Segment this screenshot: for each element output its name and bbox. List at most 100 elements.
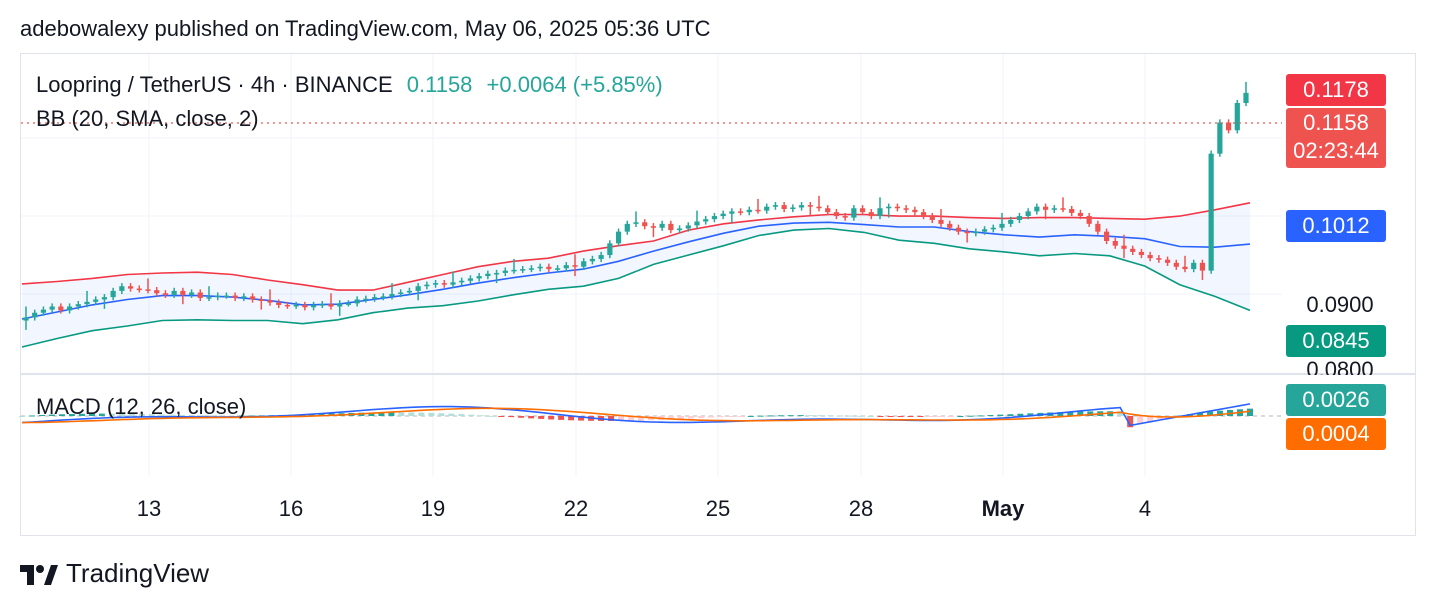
symbol-name: Loopring / TetherUS · 4h · BINANCE	[36, 72, 393, 97]
candle	[249, 293, 256, 303]
candle-body	[1060, 208, 1066, 210]
countdown: 02:23:44	[1293, 138, 1379, 163]
candle-body	[380, 296, 386, 298]
candle	[441, 279, 447, 288]
candle-body	[223, 295, 230, 298]
candle-body	[668, 223, 674, 231]
candle-body	[1051, 208, 1057, 210]
candle	[955, 224, 962, 235]
candle	[215, 292, 221, 301]
tradingview-brand[interactable]: TradingView	[20, 558, 209, 589]
candle-body	[1130, 248, 1136, 252]
candle	[511, 258, 517, 274]
bb-lower-line	[21, 227, 1251, 348]
x-tick-25: 25	[705, 496, 731, 521]
macd-hist-bar	[1207, 411, 1214, 416]
candle	[1121, 234, 1127, 259]
candle	[1234, 99, 1240, 134]
candle-body	[842, 216, 848, 218]
macd-hist-bar	[118, 413, 125, 416]
macd-hist-bar	[408, 412, 415, 416]
x-tick-4: 4	[1138, 496, 1152, 521]
candle-body	[703, 219, 709, 222]
macd-hist-bar	[308, 414, 315, 416]
x-tick-22: 22	[563, 496, 589, 521]
candle	[633, 211, 639, 227]
macd-hist-bar	[707, 416, 714, 418]
candle	[293, 301, 299, 309]
candle-body	[1191, 262, 1197, 270]
candle-body	[947, 223, 953, 228]
candle-body	[1095, 223, 1101, 232]
candle	[66, 303, 73, 314]
x-tick-13: 13	[136, 496, 162, 521]
macd-hist-bar	[907, 416, 914, 417]
macd-hist-bar	[757, 415, 764, 417]
macd-hist-bar	[667, 416, 674, 420]
macd-hist-bar	[697, 416, 704, 419]
candle	[363, 295, 369, 303]
candle-body	[581, 261, 587, 267]
macd-hist-bar	[448, 413, 455, 416]
candle	[127, 283, 134, 292]
macd-hist-bar	[937, 416, 944, 417]
bb-lower-tag: 0.0845	[1286, 325, 1386, 357]
macd-hist-bar	[1067, 411, 1074, 416]
candle-body	[249, 296, 256, 300]
macd-hist-bar	[498, 416, 505, 417]
macd-hist-bar	[38, 415, 45, 417]
candle-body	[685, 225, 691, 229]
candle	[345, 300, 352, 307]
candle	[537, 263, 543, 272]
macd-hist-bar	[797, 415, 804, 417]
tradingview-logo-icon	[20, 561, 58, 587]
macd-hist-bar	[128, 413, 135, 416]
candle	[276, 299, 282, 309]
candle	[197, 289, 203, 302]
candle-body	[711, 216, 718, 220]
grid-lines	[21, 54, 1415, 476]
candle	[772, 202, 779, 210]
candle	[310, 301, 317, 311]
candle-body	[1225, 122, 1232, 131]
candle-body	[1069, 209, 1075, 213]
macd-hist-bar	[737, 416, 744, 417]
candle	[720, 210, 726, 220]
candle-body	[197, 292, 203, 298]
candle	[973, 228, 979, 237]
candle	[554, 265, 561, 273]
candle	[964, 228, 970, 243]
candle-body	[851, 208, 857, 218]
candle-body	[415, 286, 421, 291]
candle-body	[450, 282, 456, 285]
brand-name: TradingView	[66, 558, 210, 588]
candle	[1217, 119, 1223, 157]
candle-body	[964, 231, 970, 234]
candle	[485, 270, 491, 280]
candle	[1225, 119, 1232, 134]
candle	[903, 205, 909, 213]
candle-body	[938, 219, 944, 224]
candle	[319, 301, 325, 309]
candle	[938, 209, 944, 227]
candle	[206, 286, 212, 302]
candle	[1086, 212, 1092, 227]
macd-hist-bar	[398, 412, 405, 416]
macd-hist-bar	[777, 415, 784, 417]
candle-body	[781, 205, 787, 210]
candle	[877, 197, 883, 220]
candle	[1199, 259, 1206, 280]
macd-hist-bar	[727, 416, 734, 417]
candle	[703, 216, 709, 225]
macd-hist-bar	[817, 415, 824, 417]
candle	[1182, 255, 1188, 273]
candle-body	[119, 286, 125, 291]
bb-upper-tag: 0.1178	[1286, 74, 1386, 106]
candle	[798, 202, 805, 211]
macd-hist-bar	[58, 414, 65, 416]
candle-body	[1103, 231, 1110, 242]
macd-pane	[19, 403, 1282, 428]
macd-hist-bar	[218, 415, 225, 417]
candle	[920, 209, 927, 220]
